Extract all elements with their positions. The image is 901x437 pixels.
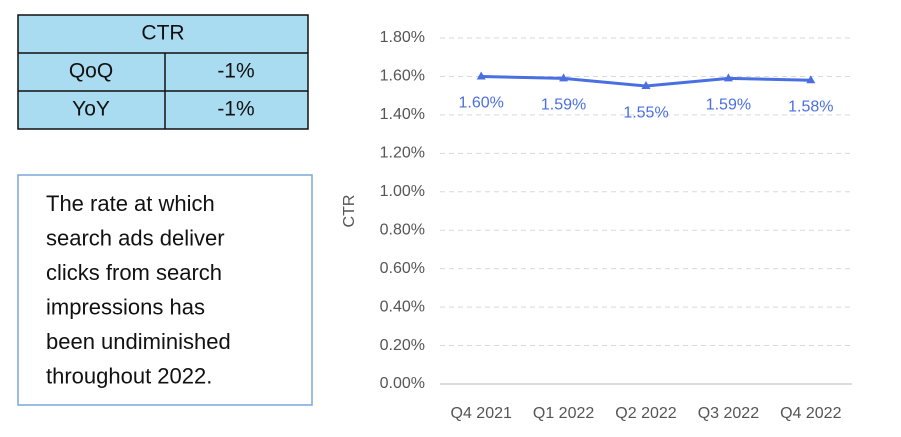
table-frame bbox=[17, 14, 309, 130]
y-tick-label: 0.80% bbox=[380, 221, 425, 238]
note-line: throughout 2022. bbox=[46, 363, 212, 388]
note: The rate at which search ads deliver click… bbox=[46, 191, 231, 389]
y-tick-label: 0.00% bbox=[380, 375, 425, 392]
y-tick-label: 1.60% bbox=[380, 68, 425, 85]
y-tick-label: 0.60% bbox=[380, 260, 425, 277]
value-label: 1.55% bbox=[623, 104, 668, 121]
x-tick-label: Q4 2022 bbox=[780, 405, 841, 422]
table-cell: YoY bbox=[72, 98, 110, 121]
value-label: 1.59% bbox=[706, 97, 751, 114]
marker bbox=[476, 71, 486, 80]
note-line: clicks from search bbox=[46, 260, 222, 285]
x-tick-label: Q3 2022 bbox=[698, 405, 759, 422]
y-tick-label: 1.80% bbox=[380, 29, 425, 46]
table-cell: -1% bbox=[217, 98, 254, 121]
value-label: 1.59% bbox=[541, 97, 586, 114]
note-box bbox=[17, 174, 313, 406]
y-tick-label: 0.20% bbox=[380, 337, 425, 354]
x-tick-label: Q4 2021 bbox=[451, 405, 512, 422]
marker bbox=[559, 73, 569, 82]
note-line: impressions has bbox=[46, 294, 205, 319]
table-cell: -1% bbox=[217, 60, 254, 83]
y-tick-label: 1.20% bbox=[380, 145, 425, 162]
marker bbox=[723, 73, 733, 82]
marker bbox=[641, 81, 651, 90]
note-line: search ads deliver bbox=[46, 225, 225, 250]
y-tick-label: 1.00% bbox=[380, 183, 425, 200]
x-tick-label: Q2 2022 bbox=[615, 405, 676, 422]
value-label: 1.60% bbox=[459, 95, 504, 112]
value-label: 1.58% bbox=[788, 99, 833, 116]
marker bbox=[806, 75, 816, 84]
note-line: The rate at which bbox=[46, 191, 215, 216]
table-cell: QoQ bbox=[69, 60, 113, 83]
table-title: CTR bbox=[141, 22, 184, 45]
y-tick-label: 0.40% bbox=[380, 298, 425, 315]
y-axis-label: CTR bbox=[341, 195, 358, 228]
x-tick-label: Q1 2022 bbox=[533, 405, 594, 422]
y-tick-label: 1.40% bbox=[380, 106, 425, 123]
note-line: been undiminished bbox=[46, 329, 231, 354]
